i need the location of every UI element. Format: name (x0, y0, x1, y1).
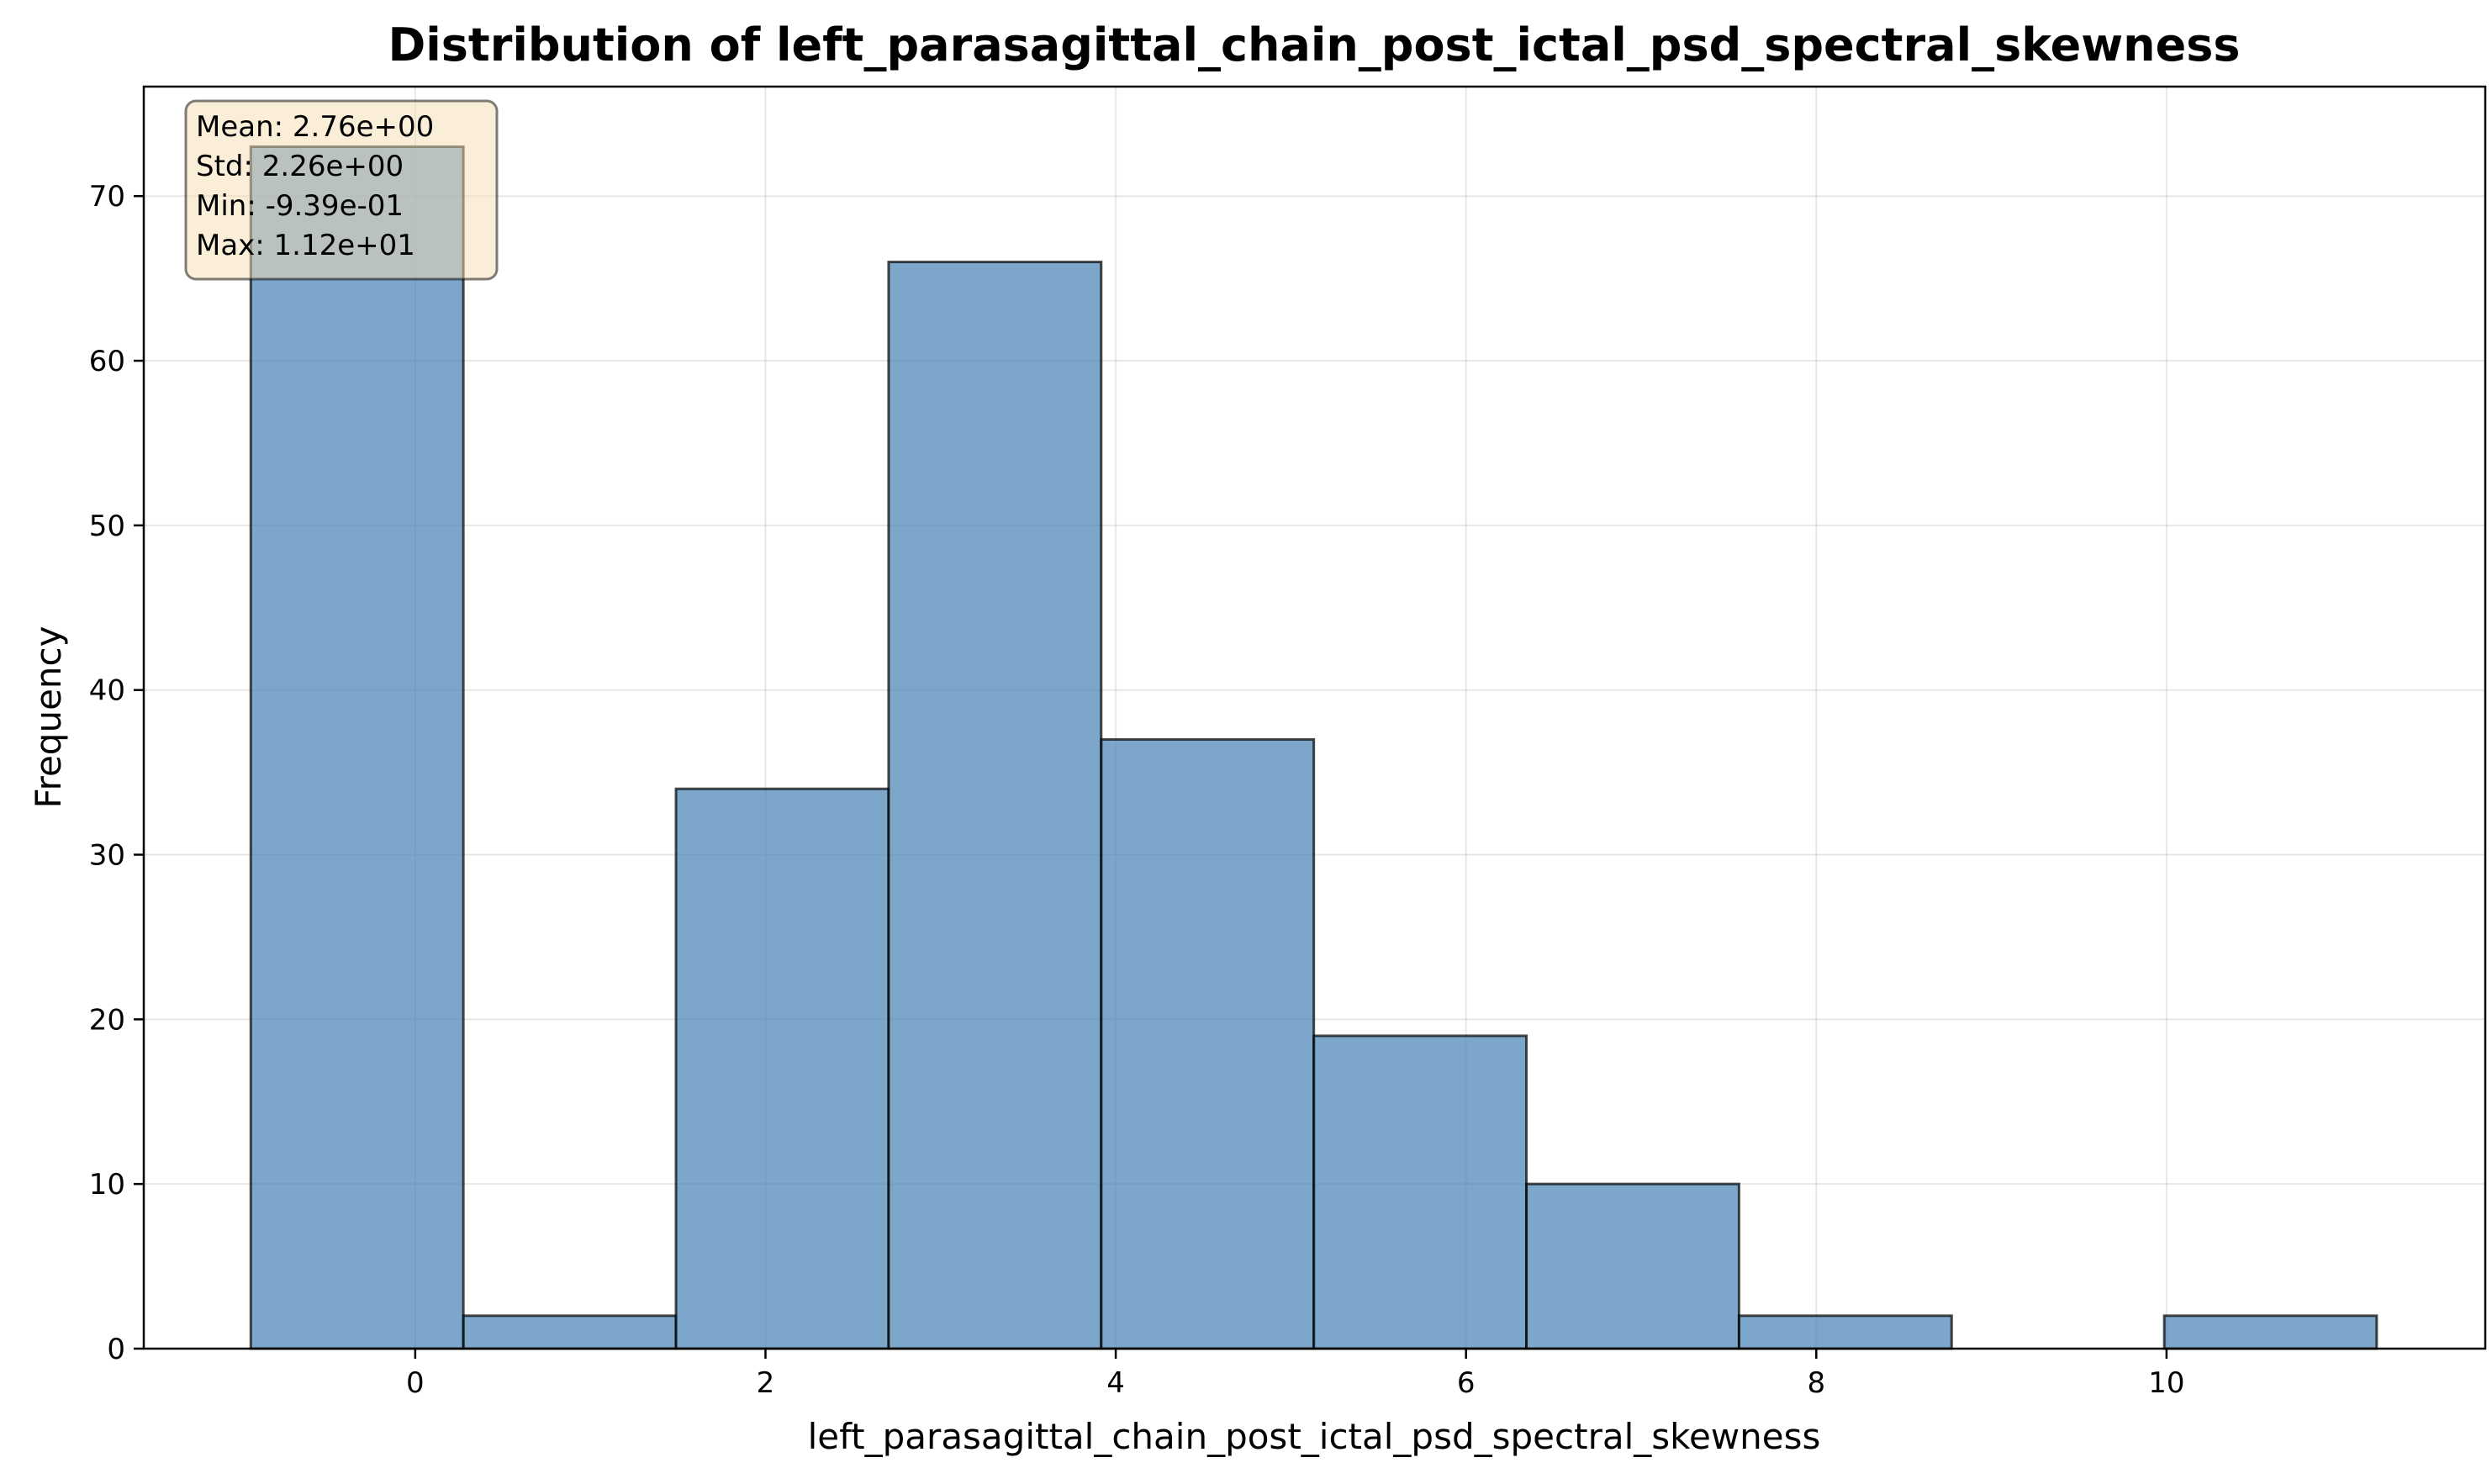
x-axis-label: left_parasagittal_chain_post_ictal_psd_s… (808, 1416, 1821, 1457)
stats-box-background (184, 99, 499, 281)
stats-box: Mean: 2.76e+00 Std: 2.26e+00 Min: -9.39e… (184, 99, 499, 281)
y-tick-label: 60 (89, 345, 125, 378)
stats-min: Min: -9.39e-01 (196, 189, 404, 223)
y-tick-label: 70 (89, 180, 125, 214)
histogram-bar (1100, 737, 1316, 1350)
plot-frame (142, 85, 2487, 1350)
x-axis-ticks: 0 2 4 6 8 10 (406, 1349, 2185, 1400)
x-tick-label: 6 (1457, 1366, 1476, 1400)
bars (249, 145, 2378, 1350)
y-tick-label: 0 (107, 1333, 125, 1366)
y-axis-label: Frequency (28, 626, 69, 809)
x-tick-label: 4 (1106, 1366, 1125, 1400)
histogram-bar (2162, 1314, 2378, 1350)
x-tick-label: 0 (406, 1366, 425, 1400)
histogram-bar (1312, 1034, 1528, 1350)
x-tick-label: 2 (757, 1366, 775, 1400)
histogram-bar (462, 1314, 678, 1350)
histogram-bar (1737, 1314, 1953, 1350)
y-tick-label: 10 (89, 1168, 125, 1201)
y-tick-label: 40 (89, 674, 125, 708)
y-tick-label: 20 (89, 1003, 125, 1037)
stats-std: Std: 2.26e+00 (196, 150, 404, 183)
histogram-bar (249, 145, 465, 1350)
y-tick-label: 30 (89, 839, 125, 873)
histogram-bar (674, 787, 890, 1350)
histogram-bar (1525, 1182, 1740, 1350)
chart-title: Distribution of left_parasagittal_chain_… (388, 18, 2240, 71)
histogram-bar (887, 261, 1103, 1350)
y-tick-label: 50 (89, 510, 125, 543)
x-tick-label: 10 (2148, 1366, 2184, 1400)
x-tick-label: 8 (1807, 1366, 1825, 1400)
stats-mean: Mean: 2.76e+00 (196, 110, 434, 144)
y-axis-ticks: 0 10 20 30 40 50 60 70 (89, 180, 144, 1366)
stats-max: Max: 1.12e+01 (196, 229, 415, 262)
